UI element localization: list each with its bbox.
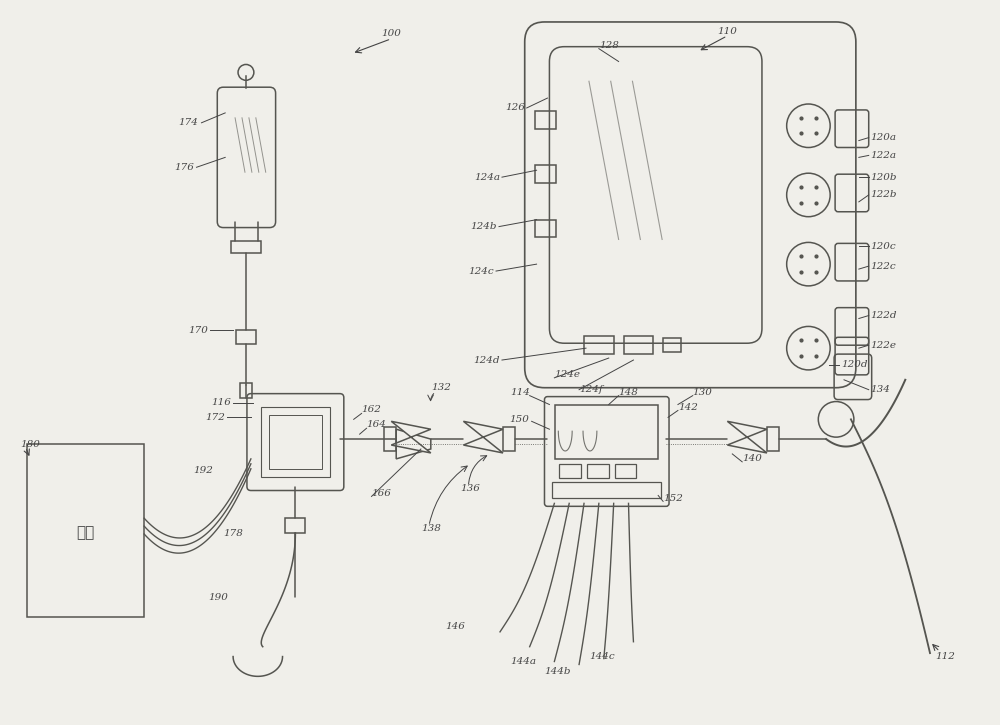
Text: 124b: 124b <box>471 222 497 231</box>
Text: 100: 100 <box>381 29 401 38</box>
Text: 172: 172 <box>205 413 225 422</box>
Text: 120d: 120d <box>841 360 868 370</box>
Text: 162: 162 <box>362 405 381 414</box>
Text: 174: 174 <box>179 118 199 128</box>
Text: 146: 146 <box>446 623 466 631</box>
Text: 112: 112 <box>935 652 955 661</box>
Bar <box>535 165 556 183</box>
Text: 180: 180 <box>21 439 40 449</box>
Bar <box>555 405 658 459</box>
Text: 124d: 124d <box>474 355 500 365</box>
Text: 122e: 122e <box>871 341 897 349</box>
Text: 170: 170 <box>189 326 208 335</box>
Text: 144a: 144a <box>510 657 536 666</box>
Text: 114: 114 <box>510 388 530 397</box>
Text: 134: 134 <box>871 385 891 394</box>
Text: 122d: 122d <box>871 311 897 320</box>
Text: 176: 176 <box>174 163 194 172</box>
Bar <box>285 518 305 533</box>
Bar <box>584 336 614 354</box>
Polygon shape <box>727 421 767 453</box>
Bar <box>240 383 252 397</box>
Text: 166: 166 <box>371 489 391 498</box>
Text: 124f: 124f <box>579 385 603 394</box>
Text: 116: 116 <box>211 398 231 407</box>
Text: 164: 164 <box>367 420 386 428</box>
Text: 132: 132 <box>431 384 451 392</box>
Text: 120c: 120c <box>871 242 896 251</box>
Bar <box>615 464 636 478</box>
Text: 192: 192 <box>194 466 213 476</box>
Text: 144c: 144c <box>589 652 615 661</box>
Bar <box>624 336 653 354</box>
Text: 130: 130 <box>693 388 713 397</box>
Bar <box>269 415 322 469</box>
Text: 122a: 122a <box>871 151 897 160</box>
Bar <box>587 464 609 478</box>
Text: 152: 152 <box>663 494 683 503</box>
Text: 138: 138 <box>421 523 441 533</box>
Text: 190: 190 <box>208 593 228 602</box>
Text: 124a: 124a <box>474 173 500 182</box>
Bar <box>535 220 556 238</box>
Text: 148: 148 <box>619 388 638 397</box>
Text: 150: 150 <box>510 415 530 424</box>
Bar <box>231 241 261 253</box>
Text: 140: 140 <box>742 455 762 463</box>
Text: 120b: 120b <box>871 173 897 182</box>
Text: 136: 136 <box>460 484 480 493</box>
Text: 144b: 144b <box>544 667 571 676</box>
Text: 142: 142 <box>678 403 698 412</box>
Bar <box>559 464 581 478</box>
Text: 124e: 124e <box>554 370 580 379</box>
Text: 126: 126 <box>505 104 525 112</box>
Bar <box>261 407 330 476</box>
Text: 122c: 122c <box>871 262 896 270</box>
Bar <box>552 481 661 498</box>
Text: 178: 178 <box>223 529 243 537</box>
Bar <box>535 111 556 129</box>
Bar <box>663 339 681 352</box>
Text: 124c: 124c <box>468 267 494 276</box>
Bar <box>27 444 144 617</box>
Bar <box>236 331 256 344</box>
Text: 病人: 病人 <box>77 526 95 540</box>
Text: 128: 128 <box>599 41 619 50</box>
Text: 120a: 120a <box>871 133 897 142</box>
Bar <box>384 427 396 451</box>
Text: 122b: 122b <box>871 191 897 199</box>
Polygon shape <box>391 421 431 453</box>
Polygon shape <box>463 421 503 453</box>
Text: 110: 110 <box>717 28 737 36</box>
Bar <box>503 427 515 451</box>
Bar <box>767 427 779 451</box>
